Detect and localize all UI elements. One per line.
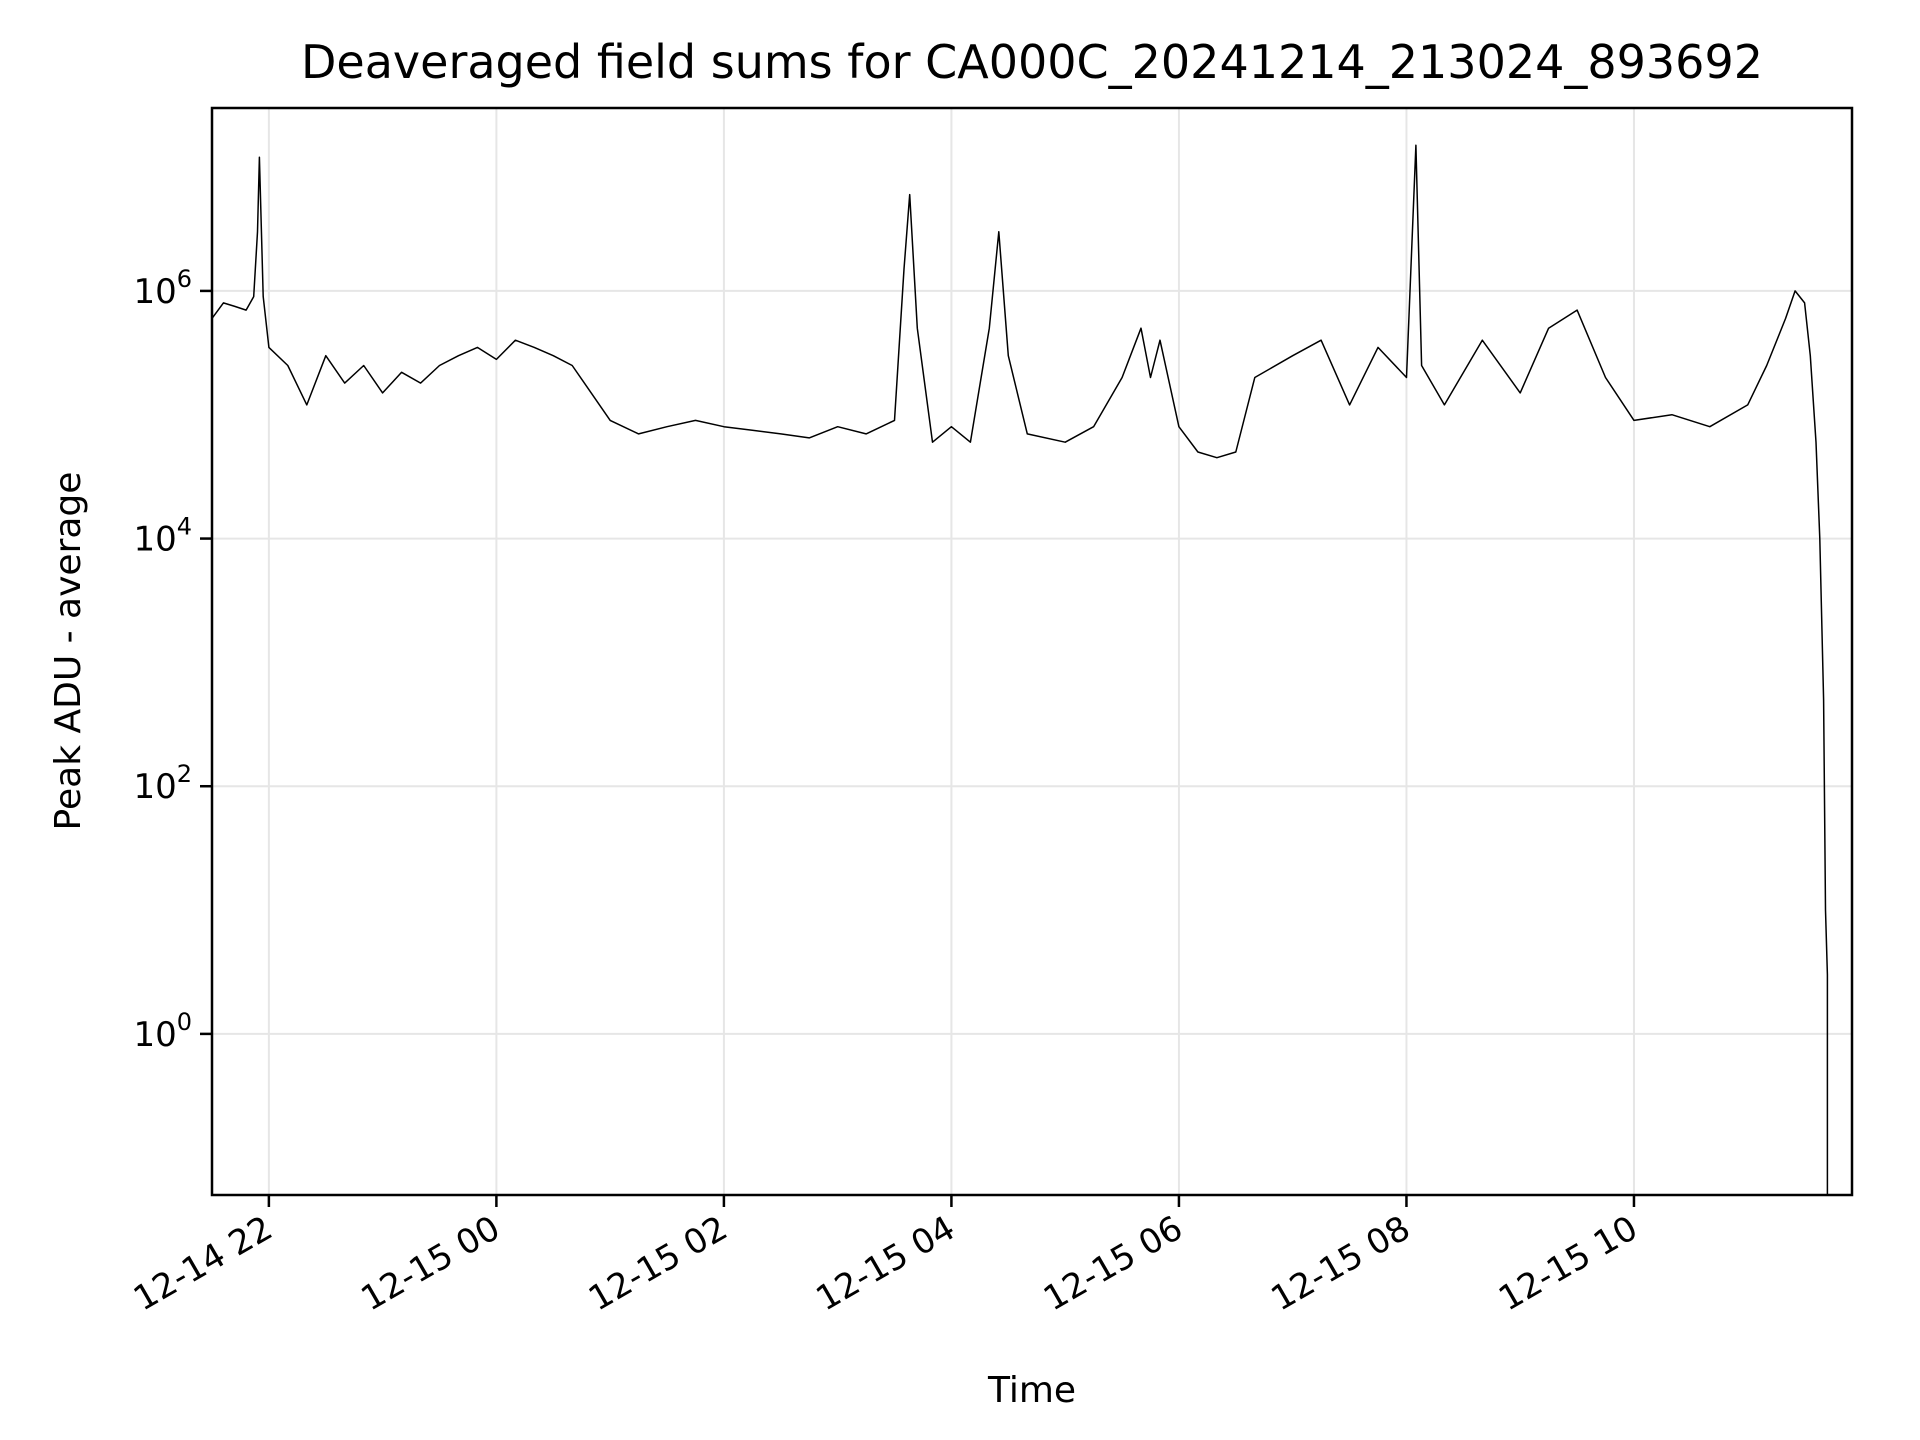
plot-frame xyxy=(210,106,1854,1197)
series-line xyxy=(211,144,1829,1195)
y-tick-exponent: 0 xyxy=(177,1008,192,1036)
y-tick-base: 10 xyxy=(133,767,176,807)
y-tick-exponent: 4 xyxy=(177,513,192,541)
y-tick-exponent: 2 xyxy=(177,760,192,788)
y-axis-label: Peak ADU - average xyxy=(48,472,89,831)
y-tick-label: 100 xyxy=(133,1008,192,1055)
y-tick-exponent: 6 xyxy=(177,265,192,293)
y-tick-label: 102 xyxy=(133,760,192,807)
y-tick-base: 10 xyxy=(133,272,176,312)
y-tick-label: 106 xyxy=(133,265,192,312)
grid xyxy=(212,108,1852,1195)
y-tick-label: 104 xyxy=(133,513,192,560)
chart-title: Deaveraged field sums for CA000C_2024121… xyxy=(301,35,1763,89)
x-axis-label: Time xyxy=(987,1370,1076,1411)
y-tick-base: 10 xyxy=(133,520,176,560)
y-tick-base: 10 xyxy=(133,1015,176,1055)
series-layer xyxy=(211,144,1829,1195)
